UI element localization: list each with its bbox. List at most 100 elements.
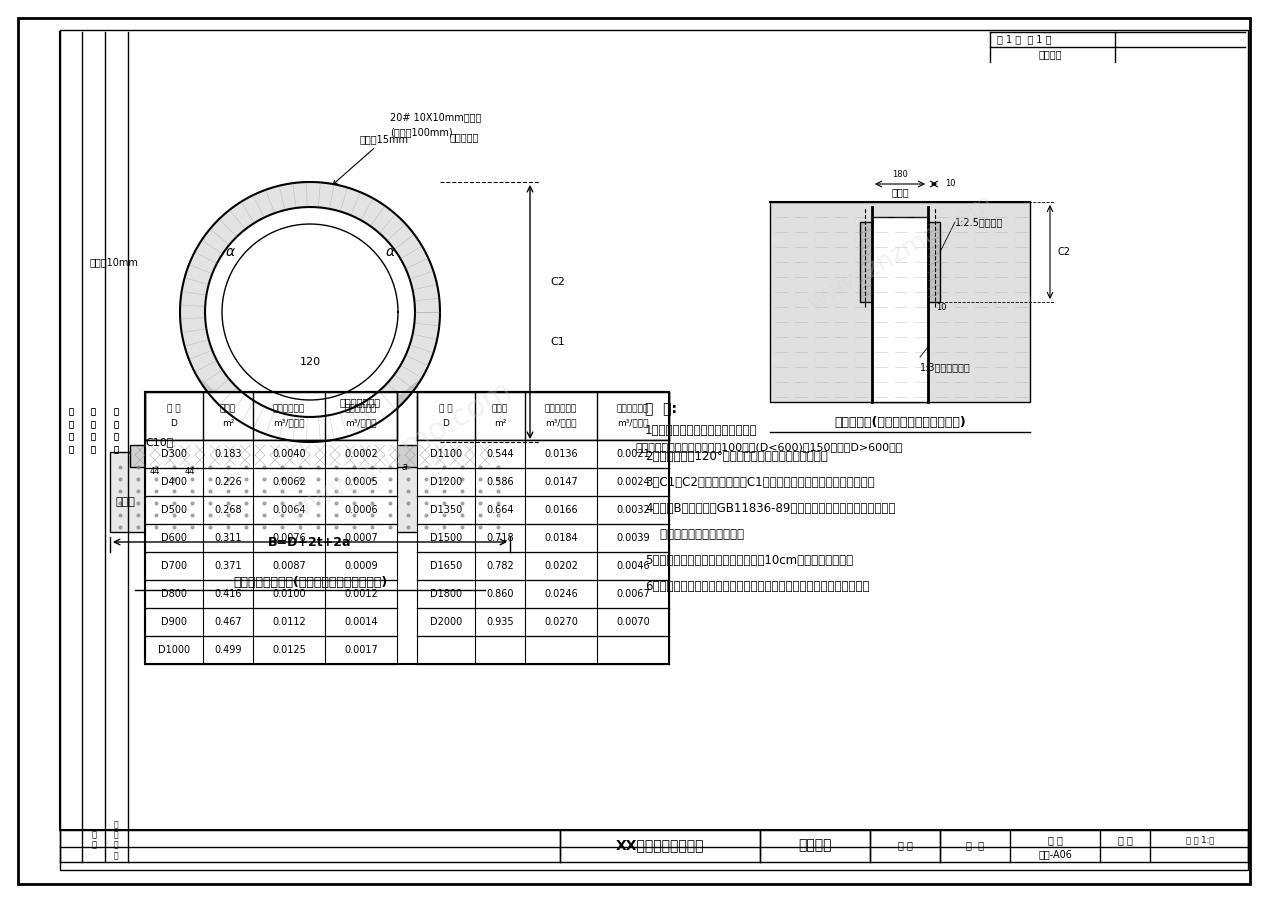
Text: 钢丝网: 钢丝网 [491, 404, 508, 413]
Text: (搭接长100mm): (搭接长100mm) [390, 127, 452, 137]
Bar [145, 392, 669, 664]
Text: 外层厚10mm: 外层厚10mm [90, 257, 138, 267]
Bar [417, 440, 669, 468]
Bar [417, 468, 669, 496]
Text: 0.0046: 0.0046 [616, 561, 650, 571]
Text: D1200: D1200 [429, 477, 462, 487]
Text: 0.226: 0.226 [215, 477, 241, 487]
Text: 0.0067: 0.0067 [616, 589, 650, 599]
Text: 0.0100: 0.0100 [272, 589, 306, 599]
Text: www.znzmo.com: www.znzmo.com [282, 375, 518, 529]
Text: 说  明:: 说 明: [645, 402, 677, 416]
Text: m³/每个口: m³/每个口 [545, 419, 577, 428]
Text: D1100: D1100 [431, 449, 462, 459]
Text: 1:2.5水泥砂浆: 1:2.5水泥砂浆 [955, 217, 1003, 227]
Text: D1500: D1500 [429, 533, 462, 543]
Text: 钢丝网: 钢丝网 [220, 404, 236, 413]
Text: 0.311: 0.311 [215, 533, 241, 543]
Bar [928, 222, 940, 302]
Bar [145, 524, 398, 552]
Text: 0.0017: 0.0017 [344, 645, 378, 655]
Polygon shape [204, 207, 415, 417]
Text: 0.0006: 0.0006 [344, 505, 377, 515]
Text: m³/每个口: m³/每个口 [345, 419, 377, 428]
Text: 3、C1、C2加分开浇筑时，C1部分表面要求作成毛面并冲洗干净。: 3、C1、C2加分开浇筑时，C1部分表面要求作成毛面并冲洗干净。 [645, 476, 875, 489]
Text: 0.0005: 0.0005 [344, 477, 378, 487]
Text: C10砼: C10砼 [145, 437, 174, 447]
Polygon shape [180, 182, 439, 442]
Bar [145, 496, 398, 524]
Text: 0.0014: 0.0014 [344, 617, 377, 627]
Text: 0.0032: 0.0032 [616, 505, 650, 515]
Bar [417, 608, 669, 636]
Text: 砂卵石: 砂卵石 [116, 497, 135, 507]
Text: 0.0002: 0.0002 [344, 449, 378, 459]
Text: 0.664: 0.664 [486, 505, 514, 515]
Text: 钢丝网: 钢丝网 [892, 187, 909, 197]
Text: 0.0184: 0.0184 [544, 533, 578, 543]
Text: 0.0064: 0.0064 [272, 505, 306, 515]
Text: 单
位
名
称: 单 位 名 称 [113, 408, 118, 455]
Text: 设
计
单
位: 设 计 单 位 [69, 408, 74, 455]
Text: 0.183: 0.183 [215, 449, 241, 459]
Bar [145, 580, 398, 608]
Text: α: α [385, 245, 395, 259]
Text: 0.0136: 0.0136 [544, 449, 578, 459]
Text: 工
程
名
称: 工 程 名 称 [90, 408, 95, 455]
Text: m²: m² [222, 419, 234, 428]
Polygon shape [222, 224, 398, 400]
Text: 排水管接口断面图(钢丝网水泥砂浆抹带接口): 排水管接口断面图(钢丝网水泥砂浆抹带接口) [232, 575, 387, 588]
Text: D600: D600 [161, 533, 187, 543]
Text: 可根据管材实际情况调整。: 可根据管材实际情况调整。 [645, 528, 744, 541]
Text: 管 径: 管 径 [168, 404, 180, 413]
Text: 0.416: 0.416 [215, 589, 241, 599]
Text: 0.467: 0.467 [215, 617, 241, 627]
Text: C2: C2 [550, 277, 565, 287]
Text: 1:3水泥砂浆捻缝: 1:3水泥砂浆捻缝 [919, 362, 970, 372]
Text: D: D [442, 419, 450, 428]
Text: 0.0166: 0.0166 [544, 505, 578, 515]
Text: α: α [226, 245, 235, 259]
Text: 0.0246: 0.0246 [544, 589, 578, 599]
Text: 0.0087: 0.0087 [272, 561, 306, 571]
Text: 0.718: 0.718 [486, 533, 514, 543]
Text: C2: C2 [1058, 247, 1071, 257]
Text: a: a [403, 462, 408, 472]
Text: 1、图中尺寸除注明外均以毫米计。: 1、图中尺寸除注明外均以毫米计。 [645, 424, 757, 437]
Bar [417, 524, 669, 552]
Text: B=D+2t+2a: B=D+2t+2a [268, 536, 352, 548]
Bar [417, 552, 669, 580]
Bar [110, 452, 511, 532]
Text: 0.0040: 0.0040 [272, 449, 306, 459]
Polygon shape [197, 377, 423, 472]
Text: 工
程
名
称: 工 程 名 称 [90, 408, 95, 455]
Bar [145, 468, 398, 496]
Text: 总 1 张  第 1 张: 总 1 张 第 1 张 [997, 34, 1052, 44]
Text: 排水管接口(钢丝网水泥砂浆抹带接口): 排水管接口(钢丝网水泥砂浆抹带接口) [834, 416, 966, 428]
Text: 0.0202: 0.0202 [544, 561, 578, 571]
Text: 0.782: 0.782 [486, 561, 514, 571]
Text: 比 例 1:度: 比 例 1:度 [1186, 835, 1214, 844]
Text: 5、如沟槽内为砂卵石土层，则可不做10cm厚的砂卵石垫层。: 5、如沟槽内为砂卵石土层，则可不做10cm厚的砂卵石垫层。 [645, 554, 853, 567]
Text: 0.0039: 0.0039 [616, 533, 650, 543]
Text: 抹带水泥砂浆: 抹带水泥砂浆 [273, 404, 305, 413]
Text: 2、排水管采用120°砼基础，在车行道上采用重型管。: 2、排水管采用120°砼基础，在车行道上采用重型管。 [645, 450, 828, 463]
Text: 管道接口: 管道接口 [1039, 49, 1062, 59]
Bar [145, 392, 398, 440]
Text: 10: 10 [936, 302, 946, 311]
Text: 0.0009: 0.0009 [344, 561, 377, 571]
Text: 设
计: 设 计 [91, 831, 97, 850]
Text: 0.860: 0.860 [486, 589, 514, 599]
Text: D: D [170, 419, 178, 428]
Bar [145, 552, 398, 580]
Text: 0.0024: 0.0024 [616, 477, 650, 487]
Text: 0.0270: 0.0270 [544, 617, 578, 627]
Text: 0.371: 0.371 [215, 561, 241, 571]
Text: 0.0012: 0.0012 [344, 589, 378, 599]
Text: 0.499: 0.499 [215, 645, 241, 655]
Text: D500: D500 [161, 505, 187, 515]
Text: 0.0070: 0.0070 [616, 617, 650, 627]
Text: 移缝水泥砂浆: 移缝水泥砂浆 [617, 404, 649, 413]
Text: D1650: D1650 [429, 561, 462, 571]
Text: 管道接口: 管道接口 [799, 838, 832, 852]
